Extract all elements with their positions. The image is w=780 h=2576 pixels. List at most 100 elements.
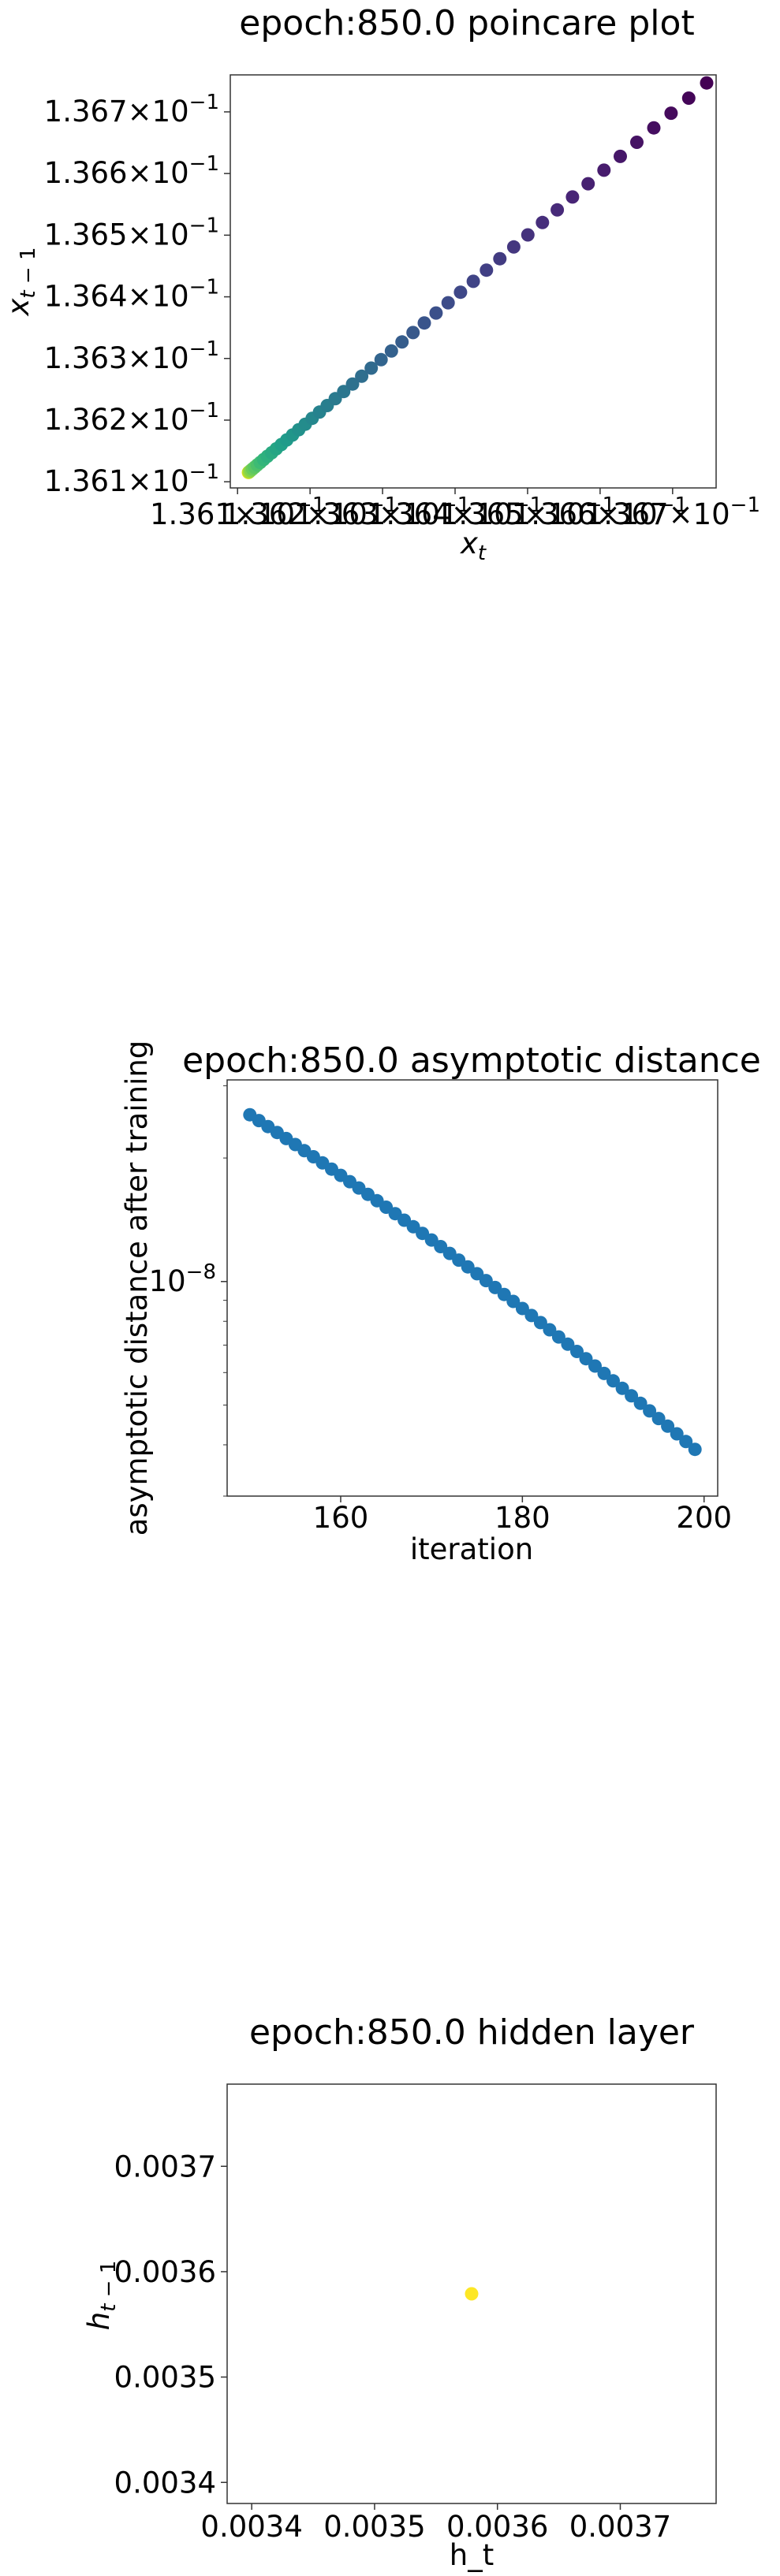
hidden-layer-panel: epoch:850.0 hidden layer 0.0034 0.0035 0.0… <box>82 2012 717 2572</box>
poincare-point <box>565 190 580 204</box>
distance-x-tick-label: 160 <box>313 1501 369 1535</box>
hidden-layer-title: epoch:850.0 hidden layer <box>249 2012 695 2053</box>
distance-point <box>579 1352 593 1366</box>
poincare-point <box>466 274 480 288</box>
poincare-plot-x-ticks: 1.361×10−11.362×10−11.363×10−11.364×10−1… <box>150 488 760 531</box>
distance-point <box>533 1316 547 1330</box>
poincare-point <box>700 76 714 90</box>
poincare-point <box>506 240 521 254</box>
distance-point <box>543 1323 557 1337</box>
poincare-point <box>395 335 409 349</box>
asymptotic-distance-xlabel: iteration <box>410 1532 533 1566</box>
hidden-layer-y-ticks: 0.0034 0.0035 0.0036 0.0037 <box>114 2150 227 2500</box>
poincare-point <box>384 344 398 358</box>
hidden-y-tick-label: 0.0036 <box>114 2255 216 2289</box>
distance-point <box>651 1412 666 1426</box>
hidden-x-tick-label: 0.0037 <box>569 2510 671 2544</box>
distance-point <box>688 1442 702 1457</box>
distance-point <box>479 1274 493 1288</box>
distance-point <box>643 1404 657 1418</box>
distance-point <box>588 1359 602 1373</box>
asymptotic-distance-title: epoch:850.0 asymptotic distance <box>182 1040 761 1081</box>
poincare-y-tick-label: 1.363×10−1 <box>44 337 219 375</box>
distance-point <box>515 1301 529 1316</box>
distance-point <box>597 1366 611 1380</box>
poincare-y-tick-label: 1.362×10−1 <box>44 399 219 437</box>
hidden-y-tick-label: 0.0034 <box>114 2466 216 2500</box>
poincare-point <box>345 377 360 391</box>
hidden-layer-points <box>465 2287 479 2301</box>
poincare-point <box>581 177 595 191</box>
poincare-point <box>453 285 468 300</box>
distance-point <box>461 1260 475 1274</box>
poincare-x-tick-label: 1.367×10−1 <box>585 493 760 531</box>
distance-point <box>506 1294 521 1308</box>
poincare-point <box>614 149 627 163</box>
hidden-y-tick-label: 0.0037 <box>114 2150 216 2183</box>
poincare-y-tick-label: 1.366×10−1 <box>44 152 219 190</box>
poincare-point <box>337 385 351 399</box>
hidden-x-tick-label: 0.0036 <box>446 2510 548 2544</box>
poincare-y-tick-label: 1.364×10−1 <box>44 276 219 314</box>
poincare-point <box>630 136 644 149</box>
distance-y-tick-label: 10−8 <box>149 1260 216 1298</box>
poincare-plot-points <box>241 76 714 479</box>
hidden-y-tick-label: 0.0035 <box>114 2361 216 2395</box>
poincare-plot-frame <box>230 74 717 489</box>
hidden-layer-frame <box>226 2083 717 2504</box>
poincare-point <box>429 306 443 320</box>
distance-point <box>551 1330 565 1344</box>
distance-point <box>633 1396 648 1410</box>
distance-point <box>661 1419 675 1433</box>
asymptotic-distance-points <box>243 1107 702 1457</box>
poincare-point <box>536 215 550 229</box>
poincare-plot-y-ticks: 1.361×10−1 1.362×10−1 1.363×10−1 1.364×10−1… <box>44 91 230 498</box>
asymptotic-distance-frame <box>226 1079 718 1497</box>
distance-point <box>497 1287 511 1301</box>
poincare-point <box>597 163 611 177</box>
poincare-point <box>647 121 661 135</box>
poincare-point <box>355 369 369 383</box>
poincare-point <box>521 228 535 242</box>
distance-point <box>561 1337 575 1351</box>
poincare-y-tick-label: 1.365×10−1 <box>44 214 219 251</box>
hidden-layer-x-ticks: 0.0034 0.0035 0.0036 0.0037 <box>200 2503 671 2544</box>
poincare-plot-panel: epoch:850.0 poincare plot 1.361×10−1 1.36… <box>2 3 760 565</box>
poincare-point <box>681 91 696 105</box>
poincare-y-tick-label: 1.367×10−1 <box>44 91 219 128</box>
poincare-point <box>417 316 431 330</box>
distance-point <box>488 1280 502 1294</box>
asymptotic-distance-panel: epoch:850.0 asymptotic distance 160 180 20… <box>120 1040 761 1566</box>
poincare-plot-xlabel: xt <box>460 527 487 565</box>
asymptotic-distance-ylabel: asymptotic distance after training <box>120 1040 154 1536</box>
asymptotic-distance-y-ticks: 10−8 <box>149 1085 227 1497</box>
poincare-y-tick-label: 1.361×10−1 <box>44 460 219 498</box>
poincare-point <box>364 361 379 375</box>
hidden-layer-ylabel: ht − 1 <box>82 2261 121 2331</box>
distance-point <box>606 1374 620 1388</box>
poincare-plot-title: epoch:850.0 poincare plot <box>239 3 694 43</box>
poincare-point <box>441 296 455 310</box>
distance-x-tick-label: 200 <box>676 1501 732 1535</box>
poincare-point <box>406 326 420 340</box>
poincare-point <box>550 203 565 217</box>
distance-point <box>615 1381 629 1395</box>
distance-point <box>570 1345 584 1358</box>
asymptotic-distance-x-ticks: 160 180 200 <box>313 1496 732 1535</box>
hidden-x-tick-label: 0.0034 <box>200 2510 302 2544</box>
poincare-point <box>493 251 507 266</box>
poincare-point <box>480 263 494 277</box>
poincare-plot-ylabel: xt − 1 <box>2 248 40 317</box>
distance-x-tick-label: 180 <box>494 1501 550 1535</box>
distance-point <box>625 1389 639 1403</box>
distance-point <box>524 1308 539 1323</box>
poincare-point <box>374 352 388 367</box>
distance-point <box>679 1435 693 1449</box>
hidden-layer-point <box>465 2287 479 2301</box>
hidden-layer-xlabel: h_t <box>450 2538 494 2572</box>
distance-point <box>470 1267 484 1281</box>
poincare-point <box>664 106 678 121</box>
distance-point <box>670 1427 684 1441</box>
hidden-x-tick-label: 0.0035 <box>323 2510 425 2544</box>
